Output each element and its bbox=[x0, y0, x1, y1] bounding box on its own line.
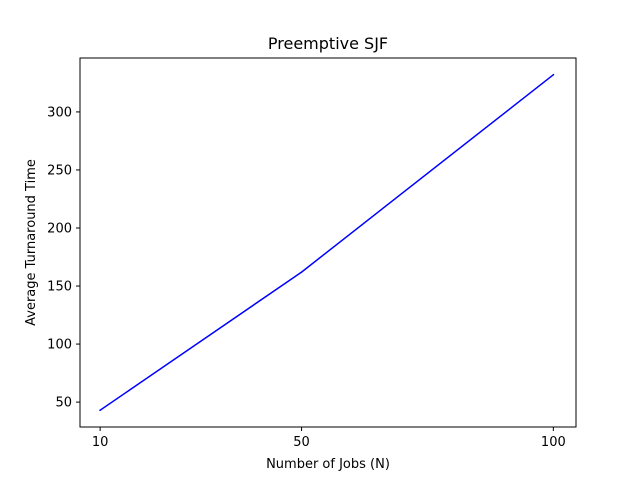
x-axis-ticks: 10 50 100 bbox=[92, 427, 566, 450]
y-tick-label: 250 bbox=[47, 163, 72, 178]
chart-title: Preemptive SJF bbox=[268, 34, 388, 53]
data-point bbox=[99, 409, 101, 411]
x-tick-label: 100 bbox=[541, 435, 566, 450]
y-axis-label: Average Turnaround Time bbox=[24, 159, 39, 326]
data-point bbox=[300, 271, 303, 273]
y-axis-ticks: 50 100 150 200 250 300 bbox=[47, 105, 80, 411]
y-tick-label: 100 bbox=[47, 338, 72, 353]
y-tick-label: 200 bbox=[47, 221, 72, 236]
data-point bbox=[552, 74, 555, 76]
plot-area bbox=[99, 73, 555, 412]
x-tick-label: 10 bbox=[92, 435, 109, 450]
y-tick-label: 150 bbox=[47, 280, 72, 295]
y-tick-label: 50 bbox=[55, 396, 72, 411]
y-tick-label: 300 bbox=[47, 105, 72, 120]
axes-frame bbox=[79, 57, 577, 428]
x-axis-label: Number of Jobs (N) bbox=[266, 457, 390, 472]
x-tick-label: 50 bbox=[293, 435, 310, 450]
